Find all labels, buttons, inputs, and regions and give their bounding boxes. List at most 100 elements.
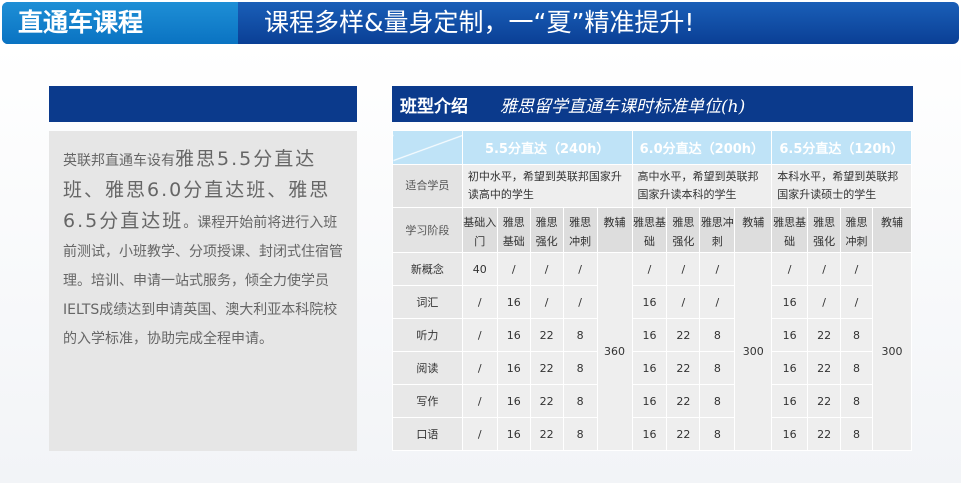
table-row: 阅读/16 22 8 16 22 8 16 22 8 [392,351,912,385]
stage-cell: 教辅 [871,207,913,253]
hours-cell: 8 [562,318,598,352]
table-title: 班型介绍 [400,97,468,117]
hours-cell: 16 [631,417,668,451]
hours-cell: 22 [666,417,701,451]
hours-cell: / [461,384,498,418]
hours-cell: 22 [529,384,564,418]
hours-cell: / [771,252,809,286]
hours-cell: 16 [631,384,668,418]
subject-label: 阅读 [392,351,463,385]
fit-cell: 高中水平，希望到英联邦国家升读本科的学生 [631,164,773,208]
hours-cell: 22 [529,351,564,385]
fit-cell: 本科水平，希望到英联邦国家升读硕士的学生 [771,164,912,208]
hours-cell: 16 [496,318,531,352]
fit-cell: 初中水平，希望到英联邦国家升读高中的学生 [461,164,633,208]
hours-cell: 8 [699,384,736,418]
hours-cell: 16 [496,351,531,385]
stage-cell: 雅思基础 [496,207,531,253]
hours-cell: / [807,285,842,319]
tutoring-cell: 360 [596,252,633,451]
hours-cell: / [562,285,598,319]
hours-cell: 8 [840,384,873,418]
hours-cell: 16 [631,285,668,319]
table-row: 听力/16 22 8 16 22 8 16 22 8 [392,318,912,352]
hours-cell: / [461,417,498,451]
subject-label: 新概念 [392,252,463,286]
hours-cell: 16 [631,351,668,385]
hours-cell: 40 [461,252,498,286]
table-subtitle: 雅思留学直通车课时标准单位(h) [500,97,746,117]
hours-cell: 22 [666,384,701,418]
hours-cell: 8 [699,351,736,385]
table-row: 写作/16 22 8 16 22 8 16 22 8 [392,384,912,418]
hours-cell: 16 [771,417,809,451]
hours-cell: 16 [771,318,809,352]
group-header: 5.5分直达（240h） [461,130,633,165]
fit-row: 适合学员 初中水平，希望到英联邦国家升读高中的学生 高中水平，希望到英联邦国家升读本… [392,164,912,208]
hours-cell: 8 [840,417,873,451]
hours-cell: 22 [807,384,842,418]
hours-cell: 16 [771,285,809,319]
stage-cell: 雅思强化 [807,207,842,253]
row-label: 适合学员 [392,164,463,208]
hours-cell: / [699,285,736,319]
stage-row: 学习阶段 基础入门 雅思基础 雅思强化 雅思冲刺 教辅 雅思基础 雅思强化 雅思冲刺 教辅 雅思基础… [392,207,913,253]
hours-cell: 22 [807,417,842,451]
hours-cell: / [529,285,564,319]
table-row: 新概念 40///360///300///300 [392,252,913,451]
hours-cell: / [631,252,668,286]
stage-cell: 教辅 [734,207,773,253]
intro-text-1: 英联邦直通车设有 [63,153,175,169]
subject-label: 写作 [392,384,463,418]
stage-cell: 雅思冲刺 [840,207,873,253]
hours-cell: / [666,285,701,319]
hours-cell: 22 [529,417,564,451]
hours-cell: 22 [807,318,842,352]
hours-cell: 8 [699,318,736,352]
hours-cell: 16 [496,384,531,418]
hours-cell: 16 [771,351,809,385]
hours-cell: 22 [666,351,701,385]
stage-cell: 雅思基础 [771,207,809,253]
tutoring-cell: 300 [871,252,913,451]
hours-cell: 8 [562,417,598,451]
group-header: 6.0分直达（200h） [631,130,773,165]
hours-cell: 16 [771,384,809,418]
group-header: 6.5分直达（120h） [771,130,912,165]
hours-cell: 8 [562,384,598,418]
row-label: 学习阶段 [392,207,463,253]
intro-header-bar [49,86,357,122]
intro-text: 英联邦直通车设有雅思5.5分直达班、雅思6.0分直达班、雅思6.5分直达班。课程… [49,131,357,451]
hours-cell: / [461,351,498,385]
hours-cell: 16 [631,318,668,352]
table-row: 口语/16 22 8 16 22 8 16 22 8 [392,417,912,451]
hours-cell: / [666,252,701,286]
hours-cell: 8 [840,351,873,385]
hours-cell: / [562,252,598,286]
hours-cell: / [496,252,531,286]
hours-cell: 16 [496,285,531,319]
hours-cell: / [840,285,873,319]
subject-label: 听力 [392,318,463,352]
tutoring-cell: 300 [734,252,773,451]
stage-cell: 基础入门 [461,207,498,253]
table-row: 词汇/16//16//16// [392,285,912,319]
stage-cell: 雅思冲刺 [562,207,598,253]
banner-title: 直通车课程 [2,2,238,44]
banner-slogan: 课程多样&量身定制，一“夏”精准提升! [264,8,695,37]
subject-label: 口语 [392,417,463,451]
stage-cell: 雅思冲刺 [699,207,736,253]
group-header-row: 5.5分直达（240h） 6.0分直达（200h） 6.5分直达（120h） [392,130,912,165]
intro-text-2: 。课程开始前将进行入班前测试，小班教学、分项授课、封闭式住宿管理。培训、申请一站… [63,215,343,347]
hours-cell: 8 [699,417,736,451]
corner-cell [392,130,463,165]
stage-cell: 雅思强化 [666,207,701,253]
hours-cell: / [807,252,842,286]
hours-cell: 22 [529,318,564,352]
banner: 直通车课程 课程多样&量身定制，一“夏”精准提升! [2,2,959,44]
stage-cell: 雅思基础 [631,207,668,253]
hours-cell: / [529,252,564,286]
table-header: 班型介绍 雅思留学直通车课时标准单位(h) [392,86,913,122]
hours-cell: 22 [666,318,701,352]
hours-cell: / [699,252,736,286]
